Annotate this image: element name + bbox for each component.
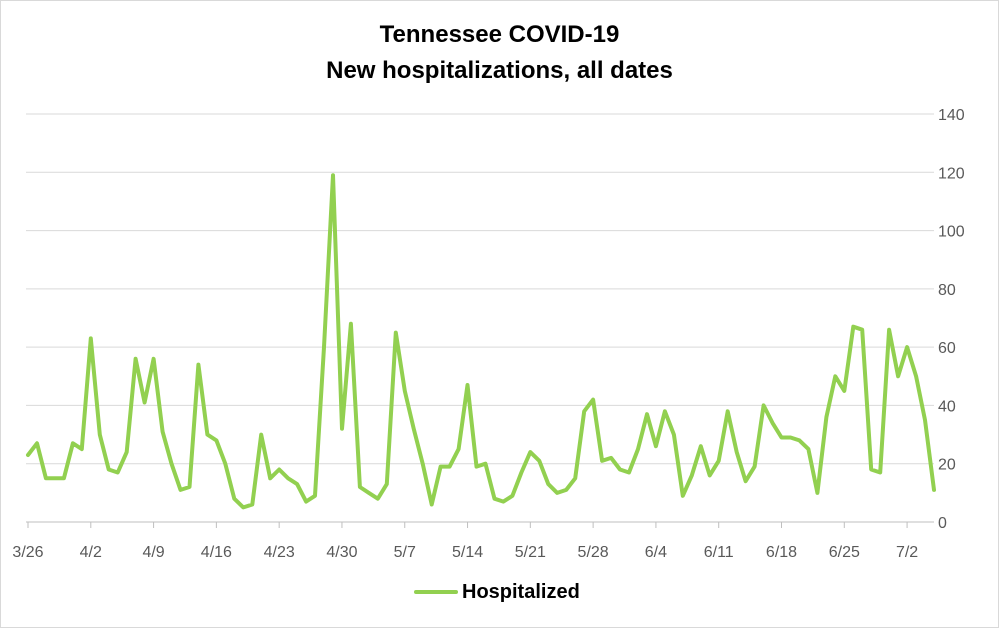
gridlines (26, 113, 934, 465)
legend: Hospitalized (414, 579, 580, 605)
x-axis (26, 521, 934, 528)
x-tick-label: 5/21 (515, 544, 546, 561)
x-tick-label: 5/14 (452, 544, 483, 561)
x-tick-label: 4/23 (264, 544, 295, 561)
y-tick-label: 40 (938, 398, 956, 415)
y-tick-label: 140 (938, 107, 965, 124)
x-tick-label: 4/2 (80, 544, 102, 561)
x-tick-label: 6/18 (766, 544, 797, 561)
x-tick-label: 4/30 (326, 544, 357, 561)
y-tick-label: 100 (938, 224, 965, 241)
y-tick-label: 80 (938, 282, 956, 299)
x-tick-label: 5/7 (394, 544, 416, 561)
y-tick-label: 120 (938, 165, 965, 182)
x-tick-label: 4/9 (142, 544, 164, 561)
legend-label-hospitalized: Hospitalized (462, 580, 580, 603)
x-tick-label: 6/25 (829, 544, 860, 561)
series-lines (26, 173, 936, 510)
x-tick-label: 6/11 (704, 544, 734, 561)
x-tick-label: 6/4 (645, 544, 667, 561)
y-axis-labels: 0 20 40 60 80 100 120 140 (938, 107, 965, 532)
x-tick-label: 7/2 (896, 544, 918, 561)
y-tick-label: 0 (938, 515, 947, 532)
series-line-hospitalized (26, 173, 936, 510)
y-tick-label: 60 (938, 340, 956, 357)
chart-subtitle: New hospitalizations, all dates (326, 57, 673, 84)
x-tick-label: 3/26 (12, 544, 43, 561)
legend-swatch-hospitalized (414, 590, 458, 594)
x-tick-label: 4/16 (201, 544, 232, 561)
y-tick-label: 20 (938, 457, 956, 474)
x-tick-label: 5/28 (578, 544, 609, 561)
chart-title: Tennessee COVID-19 (379, 21, 620, 48)
x-axis-labels: 3/26 4/2 4/9 4/16 4/23 4/30 5/7 5/14 5/21 5/28 6/4… (12, 544, 918, 561)
